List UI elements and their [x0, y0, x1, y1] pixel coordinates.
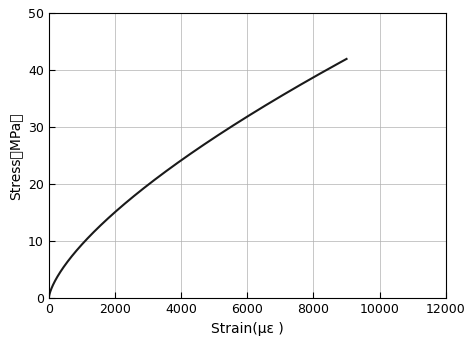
- Y-axis label: Stress（MPa）: Stress（MPa）: [9, 112, 22, 200]
- X-axis label: Strain(με ): Strain(με ): [211, 322, 283, 336]
